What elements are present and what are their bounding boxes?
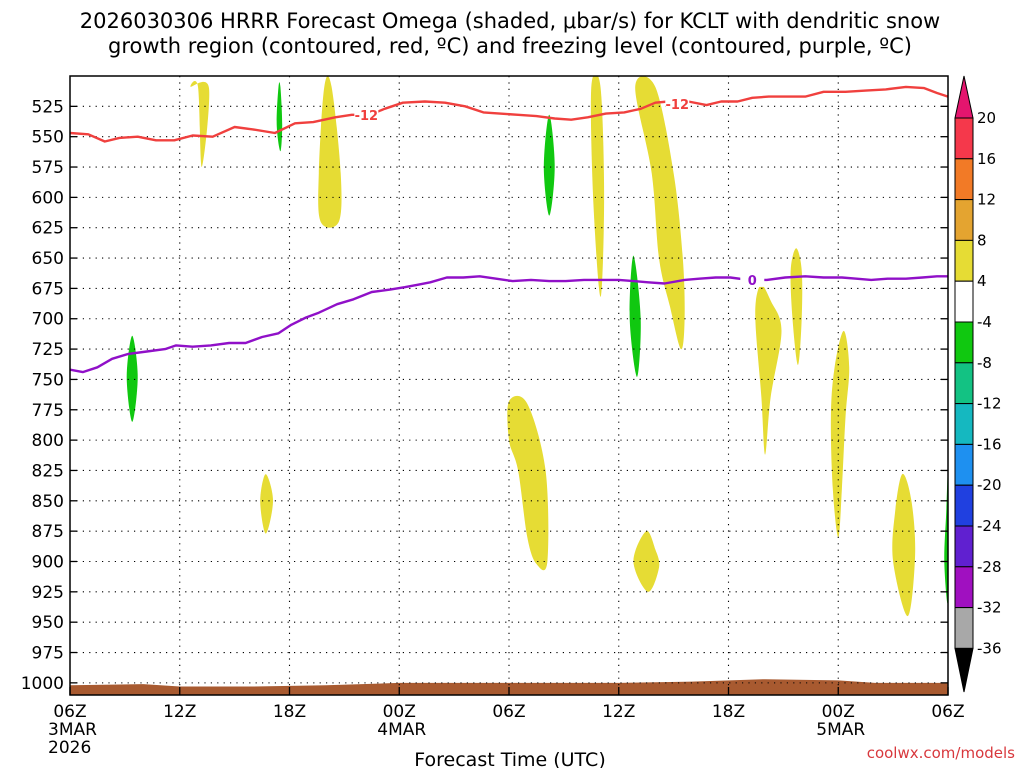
x-axis-label: Forecast Time (UTC)	[414, 749, 605, 768]
colorbar-segment-10	[954, 525, 974, 568]
y-tick-label-550: 550	[32, 128, 64, 148]
x-tick-label-1: 12Z	[163, 702, 196, 722]
x-tick-date-3: 4MAR	[377, 720, 426, 740]
omega-region-13	[629, 255, 641, 377]
colorbar-label-3: 8	[977, 231, 987, 249]
plot-frame	[69, 75, 949, 696]
colorbar-label-8: -16	[977, 435, 1002, 453]
omega-region-7	[507, 395, 549, 571]
chart-title-line-2: growth region (contoured, red, ºC) and f…	[108, 34, 912, 58]
colorbar-segment-9	[954, 484, 974, 527]
colorbar-label-6: -8	[977, 354, 992, 372]
x-tick-label-3: 00Z	[383, 702, 416, 722]
y-axis: 525 550 575 600 625 650 675 700 725 750 775 800 825 8…	[21, 97, 948, 694]
y-tick-label-975: 975	[32, 644, 64, 664]
omega-region-6	[830, 330, 850, 538]
x-tick-year-0: 2026	[48, 738, 91, 758]
y-tick-label-750: 750	[32, 370, 64, 390]
contour-label-0-1: -12	[666, 98, 690, 113]
colorbar-label-4: 4	[977, 272, 987, 290]
contour-lines: -12 -12 0	[70, 85, 948, 374]
omega-shading-layer	[126, 76, 948, 617]
contour-label-bg-1-0	[740, 271, 765, 287]
x-tick-label-4: 06Z	[492, 702, 525, 722]
x-tick-date-7: 5MAR	[816, 720, 865, 740]
colorbar-label-13: -36	[977, 639, 1002, 657]
omega-region-14	[126, 335, 138, 422]
colorbar-segment-4	[954, 280, 974, 323]
omega-region-2	[590, 76, 605, 297]
contour-label-0-0: -12	[355, 109, 379, 124]
x-tick-label-8: 06Z	[931, 702, 964, 722]
x-tick-label-2: 18Z	[273, 702, 306, 722]
colorbar-segment-7	[954, 403, 974, 445]
y-tick-label-925: 925	[32, 583, 64, 603]
colorbar-label-11: -28	[977, 558, 1002, 576]
colorbar-label-5: -4	[977, 313, 992, 331]
y-tick-label-775: 775	[32, 401, 64, 421]
omega-region-11	[276, 82, 283, 152]
colorbar-segment-6	[954, 362, 974, 405]
omega-region-1	[318, 76, 342, 228]
y-tick-label-525: 525	[32, 97, 64, 117]
colorbar-segment-3	[954, 239, 974, 282]
colorbar-label-7: -12	[977, 395, 1002, 413]
omega-region-4	[755, 284, 782, 455]
omega-region-0	[190, 80, 210, 168]
y-tick-label-850: 850	[32, 492, 64, 512]
chart-title-line-1: 2026030306 HRRR Forecast Omega (shaded, …	[80, 9, 940, 33]
contour-label-bg-0-1	[665, 95, 690, 111]
y-tick-label-825: 825	[32, 461, 64, 481]
colorbar-segment-8	[954, 443, 974, 486]
colorbar-top-arrow	[954, 75, 974, 119]
y-tick-label-600: 600	[32, 188, 64, 208]
contour-line-0	[70, 85, 948, 143]
contour-label-1-0: 0	[748, 274, 757, 289]
x-tick-date-0: 3MAR	[48, 720, 97, 740]
gridlines	[70, 76, 948, 695]
colorbar-segment-11	[954, 566, 974, 609]
y-tick-label-700: 700	[32, 310, 64, 330]
omega-region-12	[543, 114, 555, 216]
y-tick-label-950: 950	[32, 613, 64, 633]
colorbar-label-9: -20	[977, 476, 1002, 494]
omega-region-10	[892, 473, 916, 617]
colorbar-label-2: 12	[977, 191, 996, 209]
x-tick-label-7: 00Z	[822, 702, 855, 722]
omega-region-8	[260, 474, 273, 534]
colorbar-label-0: 20	[977, 109, 996, 127]
x-tick-label-6: 18Z	[712, 702, 745, 722]
y-tick-label-675: 675	[32, 279, 64, 299]
contour-label-bg-0-0	[354, 106, 379, 122]
omega-region-15	[944, 473, 948, 604]
omega-region-5	[790, 248, 803, 365]
y-tick-label-1000: 1000	[21, 674, 64, 694]
y-tick-label-575: 575	[32, 158, 64, 178]
contour-line-1	[70, 275, 948, 374]
y-tick-label-900: 900	[32, 552, 64, 572]
colorbar-segment-1	[954, 158, 974, 201]
y-tick-label-800: 800	[32, 431, 64, 451]
colorbar-label-12: -32	[977, 599, 1002, 617]
credit-text: coolwx.com/models	[867, 744, 1015, 762]
y-tick-label-650: 650	[32, 249, 64, 269]
y-tick-label-875: 875	[32, 522, 64, 542]
x-tick-label-0: 06Z	[53, 702, 86, 722]
y-tick-label-625: 625	[32, 219, 64, 239]
x-tick-label-5: 12Z	[602, 702, 635, 722]
colorbar: 20 16 12 8 4 -4 -8 -12 -16 -20 -24 -28 -32 -36	[954, 75, 1002, 693]
colorbar-segment-12	[954, 607, 974, 649]
colorbar-label-1: 16	[977, 150, 996, 168]
colorbar-segment-0	[954, 117, 974, 160]
omega-region-3	[635, 76, 685, 350]
colorbar-bottom-arrow	[954, 647, 974, 693]
colorbar-segment-5	[954, 321, 974, 364]
colorbar-label-10: -24	[977, 517, 1002, 535]
y-tick-label-725: 725	[32, 340, 64, 360]
colorbar-segment-2	[954, 199, 974, 241]
